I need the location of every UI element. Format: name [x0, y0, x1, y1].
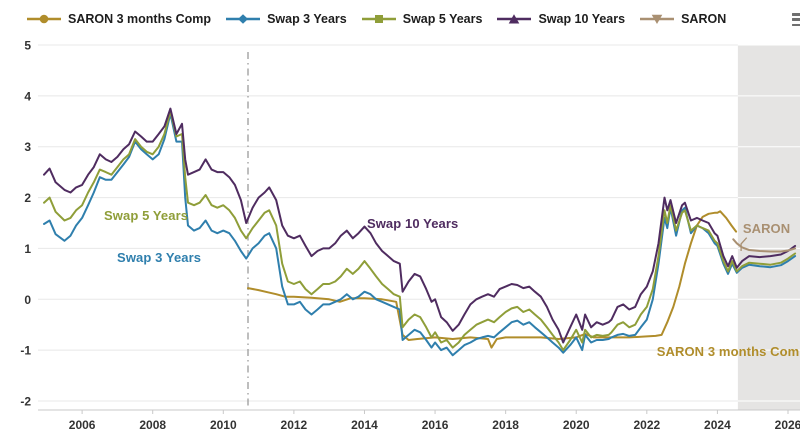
- circle-marker-icon: [26, 12, 62, 26]
- legend-item-swap-10-years[interactable]: Swap 10 Years: [496, 12, 625, 26]
- series-label-swap-5-years: Swap 5 Years: [104, 207, 189, 223]
- series-line-swap-10-years: [43, 107, 797, 344]
- series-label-swap-10-years: Swap 10 Years: [366, 216, 459, 232]
- x-tick-label: 2010: [210, 418, 237, 432]
- y-tick-label: 0: [24, 293, 31, 307]
- x-tick-label: 2016: [422, 418, 449, 432]
- y-tick-label: 2: [24, 191, 31, 205]
- legend-label: Swap 10 Years: [538, 12, 626, 26]
- square-marker-icon: [361, 12, 397, 26]
- x-tick-label: 2024: [704, 418, 731, 432]
- legend-item-saron-3-months-comp[interactable]: SARON 3 months Comp: [26, 12, 211, 26]
- series-label-saron: SARON: [742, 221, 791, 237]
- legend-label: Swap 5 Years: [402, 12, 483, 26]
- hamburger-menu-icon[interactable]: [792, 13, 800, 31]
- series-label-swap-3-years: Swap 3 Years: [117, 250, 202, 266]
- legend-item-swap-3-years[interactable]: Swap 3 Years: [225, 12, 347, 26]
- x-tick-label: 2012: [281, 418, 308, 432]
- x-tick-label: 2026: [775, 418, 800, 432]
- y-tick-label: -1: [20, 344, 31, 358]
- triangle-marker-icon: [496, 12, 532, 26]
- series-label-saron-3-months-comp: SARON 3 months Comp: [656, 344, 800, 360]
- chart-legend: SARON 3 months Comp Swap 3 Years Swap 5 …: [26, 12, 726, 26]
- legend-item-saron[interactable]: SARON: [639, 12, 726, 26]
- legend-label: SARON 3 months Comp: [68, 12, 212, 26]
- x-tick-label: 2020: [563, 418, 590, 432]
- legend-label: Swap 3 Years: [267, 12, 347, 26]
- x-tick-label: 2022: [633, 418, 660, 432]
- y-tick-label: 1: [24, 242, 31, 256]
- series-line-saron: [732, 238, 797, 253]
- y-tick-label: 4: [24, 89, 31, 103]
- y-tick-label: 3: [24, 140, 31, 154]
- y-tick-label: -2: [20, 394, 31, 408]
- legend-item-swap-5-years[interactable]: Swap 5 Years: [361, 12, 483, 26]
- saron-label-callout: [740, 237, 748, 251]
- legend-label: SARON: [681, 12, 727, 26]
- x-tick-label: 2008: [139, 418, 166, 432]
- x-tick-label: 2014: [351, 418, 378, 432]
- y-tick-label: 5: [24, 39, 31, 53]
- diamond-marker-icon: [225, 12, 261, 26]
- x-tick-label: 2006: [69, 418, 96, 432]
- x-tick-label: 2018: [492, 418, 519, 432]
- forecast-band: [737, 45, 800, 410]
- triangle-down-marker-icon: [639, 12, 675, 26]
